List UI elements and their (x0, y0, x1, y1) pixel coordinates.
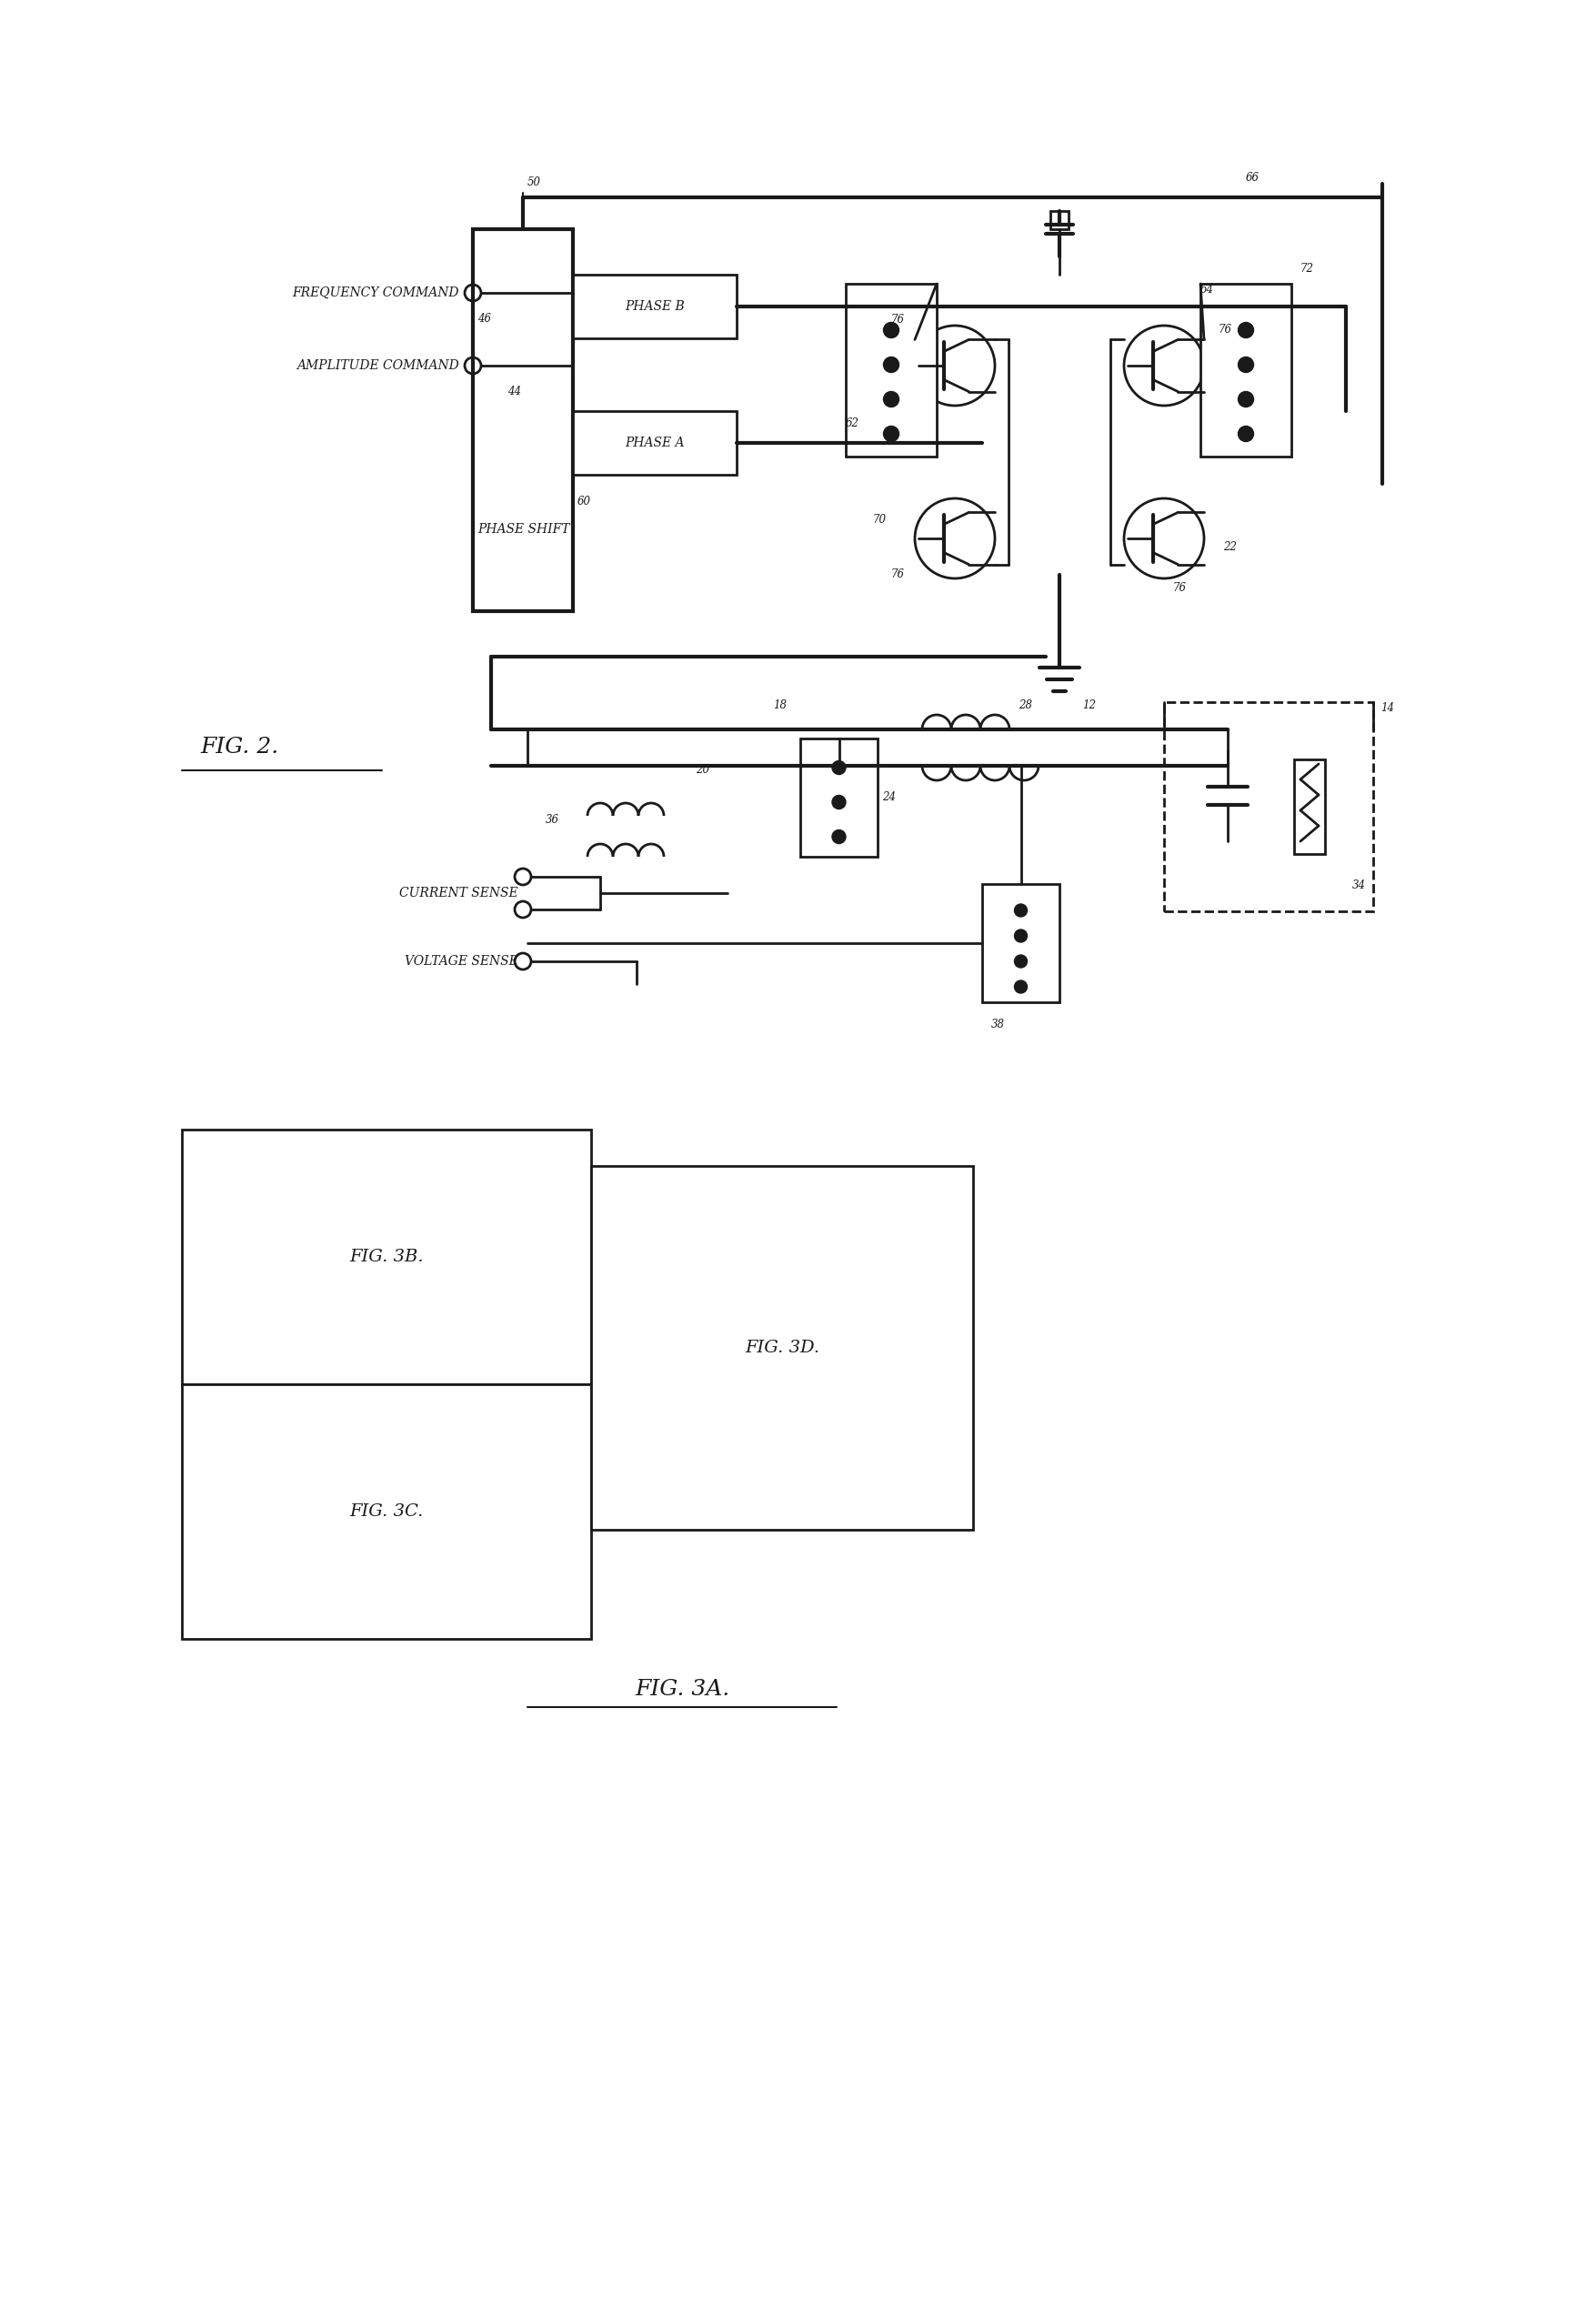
Text: 34: 34 (1352, 880, 1366, 891)
Circle shape (884, 392, 899, 406)
Text: 18: 18 (772, 699, 787, 710)
Bar (800, 738, 878, 856)
Text: 76: 76 (891, 569, 905, 580)
Text: 76: 76 (1173, 583, 1187, 594)
Text: 50: 50 (527, 176, 541, 188)
Bar (982, 884, 1060, 1003)
Text: 20: 20 (696, 764, 709, 775)
Bar (1050, 211, 1069, 230)
Text: 22: 22 (1223, 541, 1237, 552)
Text: 14: 14 (1381, 703, 1395, 715)
Bar (1163, 703, 1373, 912)
Text: FREQUENCY COMMAND: FREQUENCY COMMAND (292, 285, 460, 299)
Circle shape (1015, 903, 1028, 917)
Bar (1200, 283, 1291, 457)
Text: 46: 46 (477, 313, 492, 325)
Text: 62: 62 (846, 418, 859, 429)
Text: FIG. 3D.: FIG. 3D. (745, 1339, 819, 1355)
Text: 64: 64 (1200, 283, 1215, 295)
Circle shape (884, 427, 899, 441)
Bar (573, 274, 737, 339)
Text: 76: 76 (1219, 323, 1232, 334)
Text: PHASE A: PHASE A (626, 436, 685, 450)
Text: 36: 36 (546, 815, 559, 826)
Text: VOLTAGE SENSE: VOLTAGE SENSE (405, 954, 519, 968)
Text: 60: 60 (578, 497, 591, 508)
Bar (182, 1130, 591, 1383)
Text: FIG. 2.: FIG. 2. (200, 738, 279, 759)
Circle shape (884, 323, 899, 339)
Bar (846, 283, 937, 457)
Circle shape (1238, 357, 1253, 371)
Text: 72: 72 (1301, 262, 1314, 274)
Text: FIG. 3C.: FIG. 3C. (350, 1504, 423, 1520)
Text: 12: 12 (1082, 699, 1096, 710)
Text: CURRENT SENSE: CURRENT SENSE (399, 887, 519, 901)
Bar (472, 230, 573, 610)
Text: 28: 28 (1018, 699, 1033, 710)
Bar (573, 411, 737, 476)
Circle shape (1015, 954, 1028, 968)
Text: FIG. 3B.: FIG. 3B. (350, 1249, 423, 1265)
Circle shape (1015, 979, 1028, 993)
Circle shape (832, 831, 846, 843)
Circle shape (884, 357, 899, 371)
Text: 66: 66 (1246, 172, 1259, 183)
Bar (591, 1165, 974, 1530)
Text: AMPLITUDE COMMAND: AMPLITUDE COMMAND (297, 360, 460, 371)
Bar (182, 1383, 591, 1639)
Circle shape (1238, 323, 1253, 339)
Text: 70: 70 (873, 515, 887, 527)
Text: 24: 24 (883, 791, 895, 803)
Text: FIG. 3A.: FIG. 3A. (635, 1678, 729, 1699)
Circle shape (1015, 928, 1028, 942)
Text: 76: 76 (891, 313, 905, 325)
Text: 44: 44 (508, 385, 520, 397)
Text: PHASE B: PHASE B (626, 299, 685, 313)
Circle shape (1238, 427, 1253, 441)
Circle shape (832, 796, 846, 810)
Circle shape (1238, 392, 1253, 406)
Text: 38: 38 (991, 1019, 1005, 1031)
Circle shape (832, 761, 846, 775)
Text: PHASE SHIFT: PHASE SHIFT (477, 522, 570, 536)
Bar (1294, 759, 1325, 854)
